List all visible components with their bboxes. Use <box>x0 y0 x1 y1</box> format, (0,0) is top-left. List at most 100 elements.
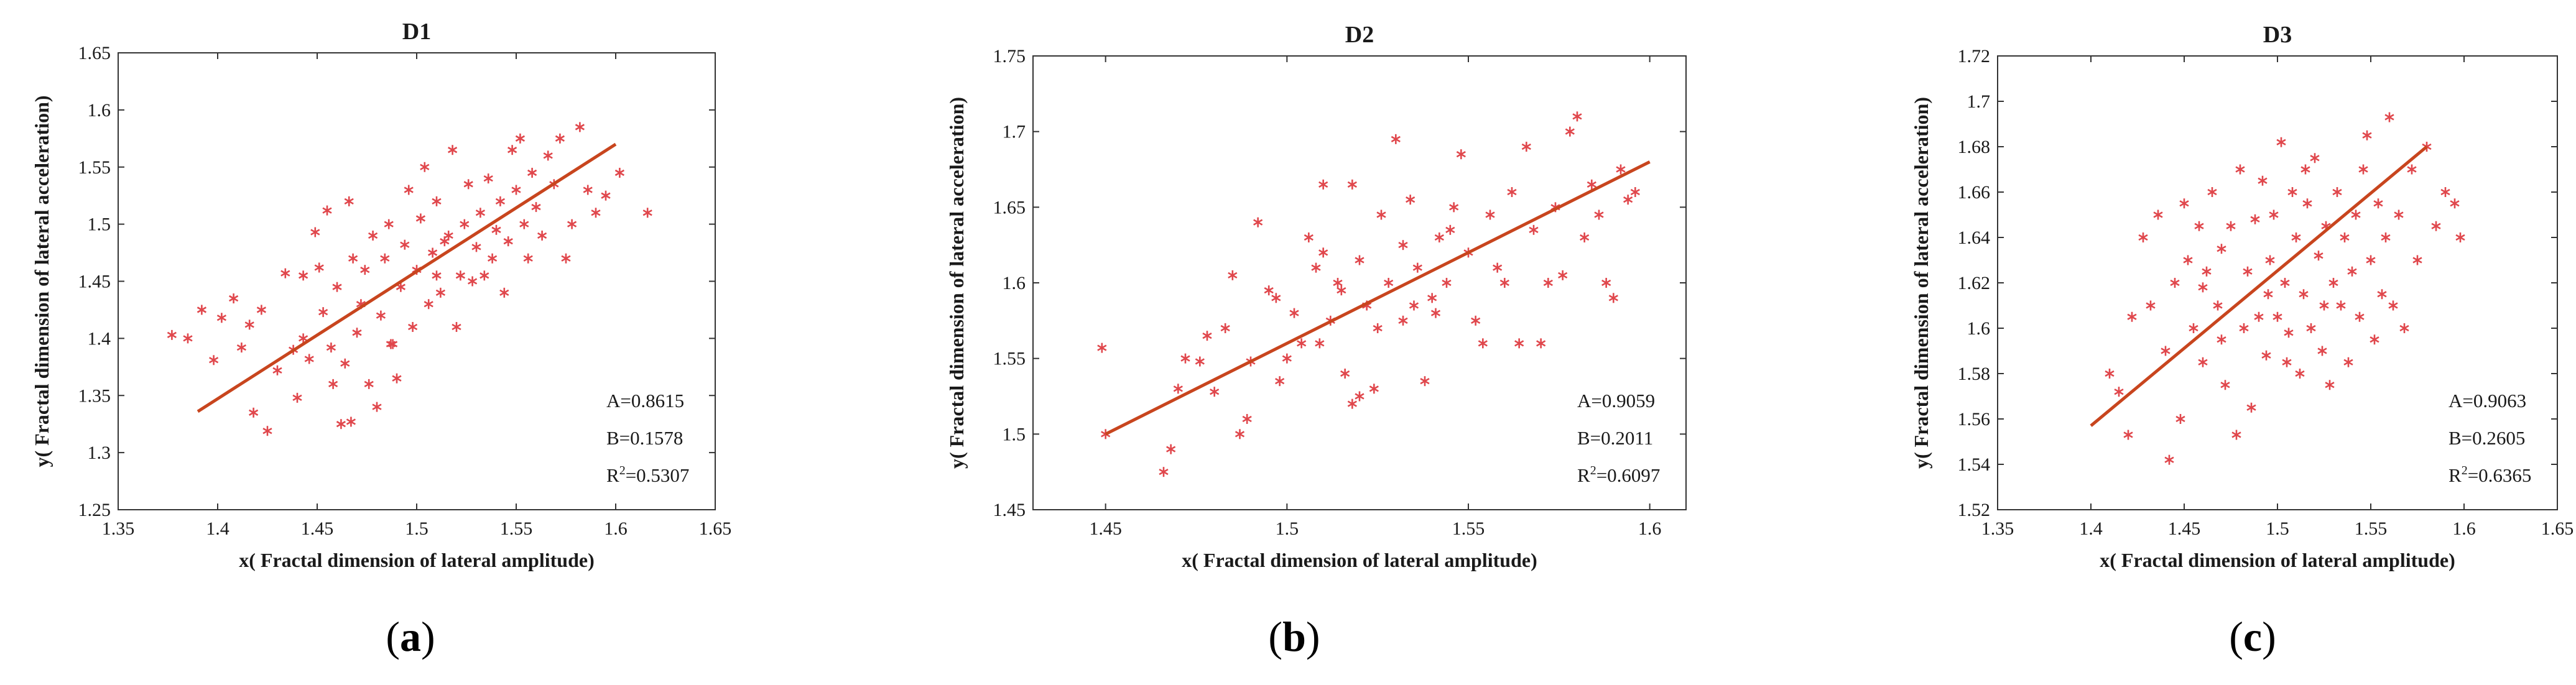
point-stroke <box>376 312 386 319</box>
point-stroke <box>1235 431 1245 438</box>
x-tick-label: 1.6 <box>2452 518 2476 539</box>
point-stroke <box>1228 272 1238 278</box>
data-point <box>1355 391 1364 402</box>
data-point <box>298 333 308 344</box>
point-stroke <box>197 306 207 313</box>
data-point <box>1282 353 1292 364</box>
data-point <box>1558 270 1568 280</box>
point-stroke <box>1608 295 1618 301</box>
data-point <box>352 328 362 338</box>
point-stroke <box>2282 359 2292 365</box>
point-stroke <box>228 295 239 302</box>
point-stroke <box>2189 324 2198 332</box>
data-point <box>471 242 481 252</box>
point-stroke <box>1529 226 1539 233</box>
data-point <box>2282 357 2292 367</box>
point-stroke <box>272 367 282 374</box>
point-stroke <box>1398 317 1408 324</box>
point-stroke <box>2250 216 2260 223</box>
data-point <box>2340 232 2350 242</box>
data-point <box>2239 323 2249 333</box>
data-point <box>2138 232 2148 242</box>
data-point <box>2302 198 2312 209</box>
point-stroke <box>2179 200 2189 207</box>
point-stroke <box>2366 257 2376 264</box>
data-point <box>1471 315 1481 326</box>
point-stroke <box>467 278 478 285</box>
data-point <box>1242 414 1252 424</box>
data-point <box>1337 285 1346 296</box>
y-tick-label: 1.45 <box>993 500 1026 520</box>
point-stroke <box>1514 340 1524 347</box>
data-point <box>348 253 358 264</box>
point-stroke <box>2291 234 2301 241</box>
point-stroke <box>1282 355 1292 362</box>
data-point <box>2207 187 2217 197</box>
data-point <box>1355 255 1364 265</box>
caption-close: ) <box>1305 613 1320 660</box>
point-stroke <box>583 186 593 193</box>
data-point <box>2440 187 2450 197</box>
data-point <box>376 310 386 321</box>
point-stroke <box>1220 324 1230 332</box>
data-point <box>467 276 478 287</box>
data-point <box>326 342 336 353</box>
y-tick-label: 1.3 <box>88 443 111 463</box>
point-stroke <box>368 232 378 239</box>
data-point <box>531 202 541 213</box>
data-point <box>2343 357 2353 367</box>
data-point <box>2325 380 2335 390</box>
data-point <box>1311 262 1321 273</box>
data-point <box>2336 300 2346 311</box>
data-point <box>364 379 374 389</box>
data-point <box>2347 266 2357 277</box>
point-stroke <box>372 403 382 410</box>
point-stroke <box>314 264 324 271</box>
data-point <box>400 239 410 250</box>
point-stroke <box>487 255 498 262</box>
data-point <box>2287 187 2297 197</box>
data-point <box>1398 240 1408 251</box>
point-stroke <box>1427 295 1437 301</box>
y-tick-label: 1.5 <box>1003 424 1026 444</box>
point-stroke <box>318 308 328 316</box>
data-point <box>2328 278 2338 288</box>
point-stroke <box>427 249 438 256</box>
chart-title: D2 <box>1345 22 1374 48</box>
point-stroke <box>447 147 458 154</box>
point-stroke <box>2235 166 2245 173</box>
data-point <box>1195 356 1205 367</box>
data-point <box>1333 278 1343 288</box>
point-stroke <box>1210 388 1220 395</box>
point-stroke <box>1409 302 1419 309</box>
chart-d1: D1 1.35 1.4 1.45 1.5 1.55 1.6 1.65 1.25 1.3 1.35 1.… <box>30 19 731 571</box>
data-point <box>380 253 390 264</box>
chart-d2: D2 1.45 1.5 1.55 1.6 1.45 1.5 1.55 1.6 1.65 1.7 1.7… <box>945 22 1687 571</box>
data-point <box>543 150 553 161</box>
point-stroke <box>2321 223 2331 229</box>
caption-letter: c <box>2243 613 2263 660</box>
point-stroke <box>2362 132 2372 139</box>
point-stroke <box>280 270 290 277</box>
point-stroke <box>1337 287 1346 294</box>
point-stroke <box>2246 404 2256 411</box>
fit-line <box>197 142 617 413</box>
data-point <box>2235 164 2245 175</box>
data-point <box>387 339 398 349</box>
data-point <box>2246 402 2256 413</box>
data-point <box>1264 285 1274 296</box>
data-point <box>2164 454 2174 465</box>
point-stroke <box>2351 211 2361 218</box>
data-point <box>1616 164 1626 175</box>
point-stroke <box>420 163 430 170</box>
data-point <box>2273 311 2282 322</box>
data-point <box>1594 209 1604 220</box>
point-stroke <box>1173 385 1183 392</box>
point-stroke <box>515 135 526 142</box>
point-stroke <box>167 331 177 338</box>
data-point <box>1412 262 1422 273</box>
data-point <box>2114 387 2124 397</box>
data-point <box>1445 224 1455 235</box>
data-point <box>1384 278 1394 288</box>
r2-superscript: 2 <box>2462 464 2468 477</box>
